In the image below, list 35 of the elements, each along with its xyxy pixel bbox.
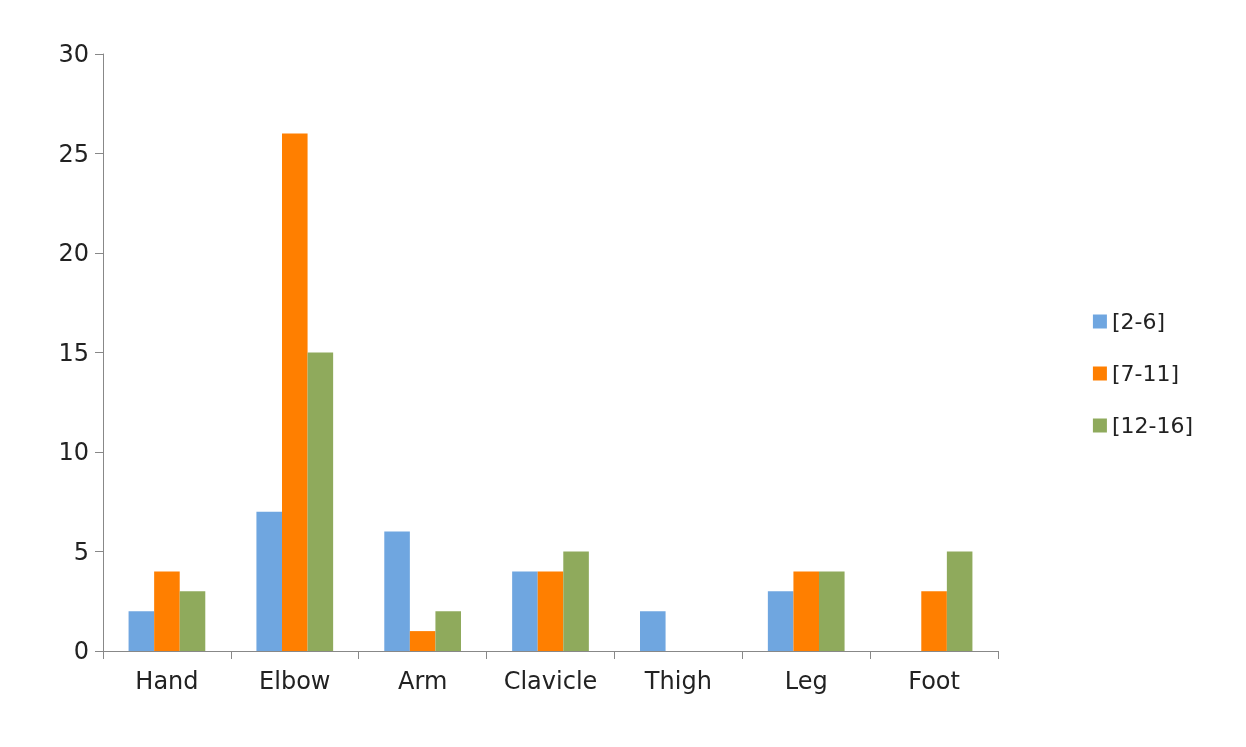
bar xyxy=(179,591,206,651)
legend-label: [12-16] xyxy=(1111,413,1193,438)
x-tick-label: Clavicle xyxy=(503,667,598,695)
bar xyxy=(640,611,666,651)
bar xyxy=(384,531,410,651)
bar xyxy=(767,591,794,651)
bar xyxy=(256,511,282,651)
legend-label: [2-6] xyxy=(1111,309,1166,334)
bar xyxy=(537,571,564,651)
bar xyxy=(793,571,819,651)
bar xyxy=(435,611,461,651)
bar xyxy=(307,352,334,651)
y-tick-label: 20 xyxy=(58,239,89,267)
x-tick-label: Foot xyxy=(908,667,960,695)
bar xyxy=(946,551,973,651)
bar xyxy=(154,571,180,651)
x-tick-label: Thigh xyxy=(643,667,712,695)
y-tick-label: 10 xyxy=(58,438,89,466)
x-tick-label: Arm xyxy=(398,667,448,695)
x-tick-label: Elbow xyxy=(259,667,331,695)
y-tick-label: 5 xyxy=(73,537,89,566)
bar xyxy=(409,631,436,651)
y-tick-label: 25 xyxy=(58,139,89,168)
y-tick-label: 0 xyxy=(73,637,89,665)
bar xyxy=(921,591,947,651)
bar xyxy=(128,611,155,651)
y-tick-label: 15 xyxy=(58,338,89,367)
bar xyxy=(819,571,845,651)
bar xyxy=(282,133,308,651)
x-tick-label: Hand xyxy=(135,667,199,695)
bar xyxy=(563,551,589,651)
x-tick-label: Leg xyxy=(784,667,828,695)
legend-label: [7-11] xyxy=(1111,361,1180,386)
y-tick-label: 30 xyxy=(58,40,89,68)
bar xyxy=(512,571,538,651)
